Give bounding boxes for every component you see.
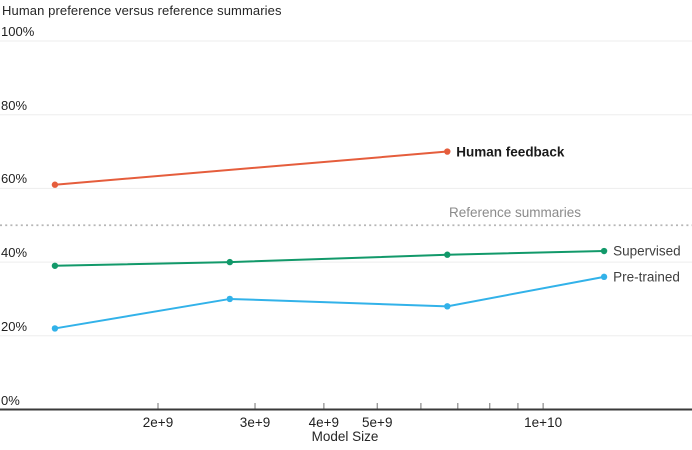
data-point-supervised <box>444 251 451 258</box>
data-point-supervised <box>600 247 608 255</box>
y-tick-label: 60% <box>1 171 28 187</box>
y-tick-label: 0% <box>1 392 20 408</box>
x-tick-label: 2e+9 <box>142 415 174 430</box>
data-point-supervised <box>51 262 59 269</box>
x-tick-label: 1e+10 <box>524 415 563 430</box>
data-point-pre-trained <box>51 325 59 332</box>
x-tick-label: 3e+9 <box>239 415 271 430</box>
data-point-pre-trained <box>444 303 451 310</box>
reference-line-label: Reference summaries <box>449 204 582 220</box>
data-point-supervised <box>226 258 234 266</box>
data-point-pre-trained <box>600 273 608 281</box>
series-label-supervised: Supervised <box>613 243 681 259</box>
data-point-human-feedback <box>444 148 451 155</box>
series-line-pre-trained <box>53 275 606 330</box>
x-tick-label: 5e+9 <box>362 415 393 430</box>
series-label-pre-trained: Pre-trained <box>613 269 680 285</box>
data-point-human-feedback <box>51 181 59 188</box>
series-line-human-feedback <box>53 150 449 186</box>
chart-title: Human preference versus reference summar… <box>2 3 282 18</box>
x-axis-title: Model Size <box>311 429 379 444</box>
y-tick-label: 20% <box>1 318 28 334</box>
y-tick-label: 100% <box>1 24 35 39</box>
x-tick-label: 4e+9 <box>308 415 340 430</box>
series-line-supervised <box>53 250 606 267</box>
y-tick-label: 80% <box>1 97 28 113</box>
y-tick-label: 40% <box>1 245 28 261</box>
data-point-pre-trained <box>226 295 234 303</box>
series-label-human-feedback: Human feedback <box>456 144 565 160</box>
